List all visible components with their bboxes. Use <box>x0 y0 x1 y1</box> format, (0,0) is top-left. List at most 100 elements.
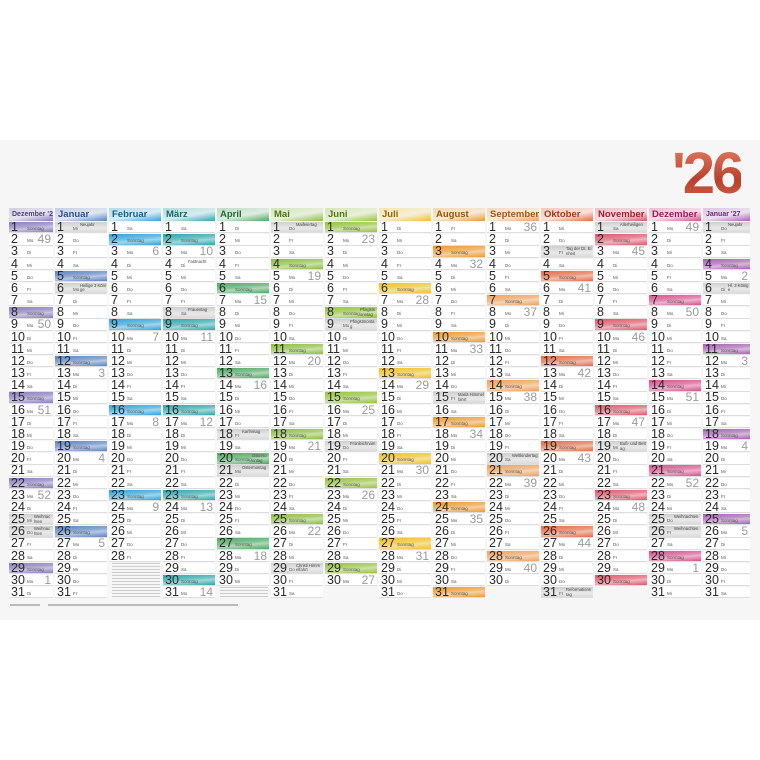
weekday-label: Di <box>73 384 78 390</box>
week-number: 52 <box>37 487 51 502</box>
day-row: 10 Sonntag <box>433 329 485 344</box>
day-row: 23 Sonntag <box>163 488 215 502</box>
day-row: 8 Sa <box>109 306 161 319</box>
weekday-label: Mo <box>667 311 674 317</box>
day-row: 9 Fr <box>703 318 750 331</box>
weekday-label: Mi <box>721 384 726 390</box>
weekday-label: Mi <box>289 299 294 305</box>
weekday-label: Mo <box>613 250 620 256</box>
day-number: 17 <box>327 414 341 429</box>
day-number: 27 <box>705 536 719 551</box>
day-row: 20 Do <box>163 452 215 465</box>
day-number: 18 <box>705 426 719 441</box>
day-row: 10 Di <box>325 330 377 343</box>
day-number: 24 <box>11 499 25 514</box>
day-row: 22 Sa <box>109 476 161 489</box>
day-number: 6 <box>11 280 18 295</box>
day-row: 15 Fr Mariä Himmelfahrt <box>433 391 485 404</box>
day-number: 13 <box>543 366 557 381</box>
day-row: 9 Mo 50 <box>9 318 53 331</box>
day-row: 9 Di <box>487 318 539 331</box>
weekday-label: Mo <box>127 335 134 341</box>
day-number: 8 <box>705 305 712 320</box>
day-number: 7 <box>381 293 388 308</box>
weekday-label: Mo <box>505 311 512 317</box>
weekday-label: Fr <box>721 238 726 244</box>
weekday-label: Sa <box>451 493 457 499</box>
day-number: 23 <box>435 487 449 502</box>
day-number: 1 <box>489 220 496 234</box>
day-number: 15 <box>651 390 665 405</box>
day-row: 25 Fr <box>217 513 269 526</box>
day-row: 27 Di <box>271 537 323 550</box>
weekday-label: Mi <box>505 420 510 426</box>
day-row: 22 Do <box>703 476 750 489</box>
day-number: 15 <box>489 390 503 405</box>
weekday-label: Sa <box>127 311 133 317</box>
day-number: 21 <box>165 463 179 478</box>
day-number: 10 <box>435 329 449 344</box>
day-row: 19 Mo 21 <box>271 440 323 453</box>
day-number: 26 <box>381 524 395 539</box>
weekday-label: Sonntag <box>343 481 360 487</box>
weekday-label: Sa <box>27 554 33 560</box>
week-number: 6 <box>152 244 159 259</box>
weekday-label: Sa <box>127 396 133 402</box>
day-row: 8 Mo 50 <box>649 306 701 319</box>
weekday-label: Sonntag <box>667 299 684 305</box>
day-number: 23 <box>381 487 395 502</box>
weekday-label: Sonntag <box>127 408 144 414</box>
week-number: 32 <box>469 256 483 271</box>
week-number: 1 <box>44 572 51 587</box>
weekday-label: Mo <box>27 493 34 499</box>
day-number: 6 <box>597 280 604 295</box>
weekday-label: Mo <box>127 420 134 426</box>
weekday-label: Fr <box>289 493 294 499</box>
weekday-label: Di <box>235 481 240 487</box>
day-row: 12 Mi <box>595 355 647 368</box>
day-row: 17 Mo 8 <box>109 415 161 429</box>
day-row: 24 Mi <box>649 501 701 514</box>
weekday-label: Di <box>181 432 186 438</box>
day-row: 8 Mi <box>55 306 107 319</box>
holiday-label: Tag der Dt. Einheit <box>566 246 592 256</box>
week-number: 38 <box>523 390 537 405</box>
weekday-label: Sa <box>235 445 241 451</box>
weekday-label: Mo <box>667 226 674 231</box>
day-row: 25 Mi Weihnachten <box>9 513 53 526</box>
weekday-label: Do <box>235 420 241 426</box>
day-row: 22 Mi <box>55 476 107 489</box>
day-row: 2 Di <box>649 233 701 246</box>
month-column: Dezember 1 Mo 49 2 Di 3 Mi 4 Do 5 Fr 6 Sa 7 Sonntag 8 Mo 5… <box>649 208 701 608</box>
day-number: 17 <box>651 414 665 429</box>
weekday-label: Do <box>613 286 619 292</box>
week-number: 28 <box>415 293 429 308</box>
day-number: 6 <box>273 280 280 295</box>
day-row: 14 Di <box>541 379 593 392</box>
weekday-label: Fr <box>289 408 294 414</box>
day-row: 18 Di <box>163 428 215 441</box>
day-row: 9 Do <box>55 318 107 331</box>
weekday-label: Mi <box>127 274 132 280</box>
day-number: 11 <box>381 341 394 356</box>
weekday-label: Fr <box>343 457 348 463</box>
day-number: 30 <box>57 572 71 587</box>
day-row: 27 Sonntag <box>217 537 269 550</box>
day-number: 19 <box>597 439 611 454</box>
day-number: 7 <box>273 293 280 308</box>
weekday-label: Sa <box>127 226 133 231</box>
day-number: 26 <box>219 524 233 539</box>
weekday-label: Mi <box>27 432 32 438</box>
day-row: 27 Do <box>163 537 215 550</box>
week-number: 5 <box>741 524 748 539</box>
day-number: 26 <box>165 524 179 539</box>
weekday-label: Sonntag <box>127 493 144 499</box>
day-row: 29 Sonntag <box>9 562 53 575</box>
weekday-label: Fr <box>505 359 510 365</box>
day-number: 7 <box>219 293 226 308</box>
weekday-label: Do <box>235 505 241 511</box>
weekday-label: Mi <box>613 445 618 451</box>
weekday-label: Sa <box>397 530 403 536</box>
day-number: 8 <box>327 305 334 320</box>
